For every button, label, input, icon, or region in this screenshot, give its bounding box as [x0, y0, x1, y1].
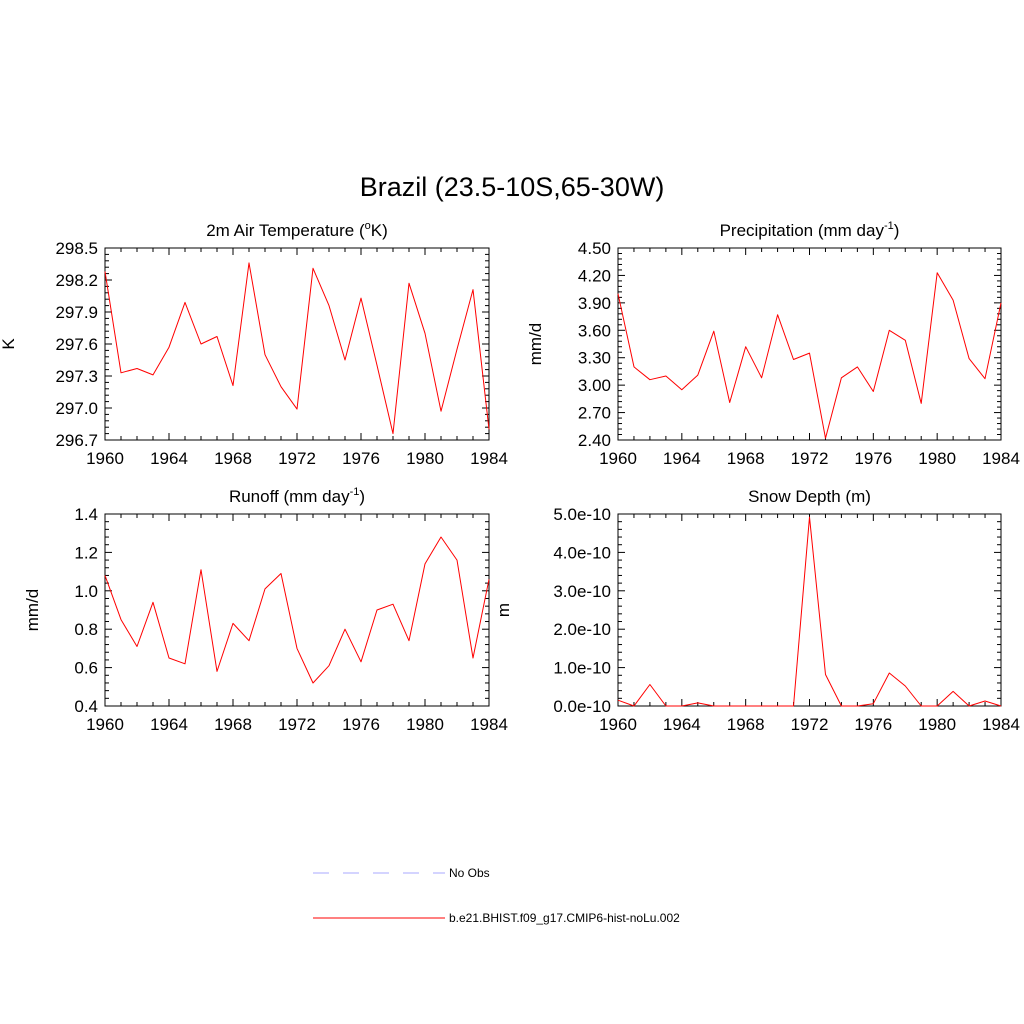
panel-title-text: Precipitation (mm day: [720, 221, 885, 240]
y-tick-label: 3.0e-10: [553, 582, 611, 601]
panel-4: 1960 1964 1968 1972 1976 1980 1984 0.0e-10 1.0e-…: [494, 487, 1020, 734]
panel-title-suffix: ): [359, 487, 365, 506]
x-tick-label: 1976: [342, 715, 380, 734]
y-tick-label: 1.4: [74, 505, 98, 524]
series-line: [104, 262, 490, 435]
series-line: [617, 272, 1002, 439]
x-tick-label: 1964: [663, 715, 701, 734]
x-tick-label: 1980: [406, 449, 444, 468]
y-tick-label: 0.8: [74, 620, 98, 639]
panel-title-suffix: K): [371, 221, 388, 240]
x-tick-label: 1968: [727, 715, 765, 734]
y-tick-label: 298.5: [55, 239, 98, 258]
y-axis-label: mm/d: [23, 589, 42, 632]
y-tick-label: 3.00: [578, 376, 611, 395]
y-axis-label: mm/d: [526, 323, 545, 366]
x-tick-label: 1960: [86, 449, 124, 468]
x-tick-label: 1980: [918, 715, 956, 734]
y-tick-label: 297.3: [55, 367, 98, 386]
y-tick-label: 1.0: [74, 582, 98, 601]
plot-frame: [104, 513, 490, 707]
panel-title-suffix: ): [894, 221, 900, 240]
x-tick-label: 1984: [470, 449, 508, 468]
panel-title-superscript: -1: [350, 486, 360, 498]
legend-label: b.e21.BHIST.f09_g17.CMIP6-hist-noLu.002: [449, 911, 680, 925]
y-tick-label: 296.7: [55, 431, 98, 450]
y-tick-label: 5.0e-10: [553, 505, 611, 524]
x-tick-label: 1964: [150, 715, 188, 734]
panel-title: Precipitation (mm day-1): [720, 220, 900, 240]
series-line: [617, 516, 1002, 707]
x-tick-label: 1972: [791, 449, 829, 468]
y-tick-label: 298.2: [55, 271, 98, 290]
x-tick-label: 1968: [214, 715, 252, 734]
y-tick-label: 1.2: [74, 543, 98, 562]
series-line: [104, 536, 490, 684]
y-tick-label: 297.6: [55, 335, 98, 354]
main-title: Brazil (23.5-10S,65-30W): [360, 172, 665, 202]
x-tick-label: 1980: [406, 715, 444, 734]
plot-frame: [617, 513, 1002, 707]
panel-1: 1960 1964 1968 1972 1976 1980 1984 296.7 297.0 29…: [0, 220, 508, 468]
panel-title-superscript: o: [365, 220, 371, 232]
x-tick-label: 1968: [214, 449, 252, 468]
y-tick-label: 0.6: [74, 659, 98, 678]
y-tick-label: 0.4: [74, 697, 98, 716]
y-tick-label: 2.0e-10: [553, 620, 611, 639]
x-tick-label: 1976: [854, 715, 892, 734]
legend: No Obs b.e21.BHIST.f09_g17.CMIP6-hist-noL…: [313, 866, 680, 925]
y-axis-label: K: [0, 338, 18, 350]
panels: 1960 1964 1968 1972 1976 1980 1984 296.7 297.0 29…: [0, 220, 1020, 734]
x-tick-label: 1980: [918, 449, 956, 468]
x-tick-label: 1972: [791, 715, 829, 734]
x-tick-label: 1972: [278, 715, 316, 734]
panel-3: 1960 1964 1968 1972 1976 1980 1984 0.4 0.6 0.8 1.0…: [23, 486, 508, 734]
y-tick-label: 3.90: [578, 294, 611, 313]
panel-2: 1960 1964 1968 1972 1976 1980 1984 2.40 2.70 3.00…: [526, 220, 1020, 468]
x-tick-label: 1984: [470, 715, 508, 734]
panel-title: Snow Depth (m): [748, 487, 871, 506]
x-tick-label: 1968: [727, 449, 765, 468]
y-tick-label: 3.60: [578, 321, 611, 340]
y-tick-label: 0.0e-10: [553, 697, 611, 716]
plot-frame: [617, 247, 1002, 441]
x-tick-label: 1964: [663, 449, 701, 468]
x-tick-label: 1972: [278, 449, 316, 468]
x-tick-label: 1976: [854, 449, 892, 468]
y-tick-label: 1.0e-10: [553, 659, 611, 678]
panel-title: 2m Air Temperature (oK): [206, 220, 388, 240]
x-tick-label: 1984: [982, 449, 1020, 468]
x-tick-label: 1976: [342, 449, 380, 468]
y-tick-label: 3.30: [578, 349, 611, 368]
y-tick-label: 2.40: [578, 431, 611, 450]
y-tick-label: 4.20: [578, 266, 611, 285]
x-tick-label: 1984: [982, 715, 1020, 734]
y-tick-label: 4.0e-10: [553, 543, 611, 562]
plot-frame: [104, 247, 490, 441]
panel-title-text: Snow Depth (m): [748, 487, 871, 506]
x-tick-label: 1960: [599, 715, 637, 734]
x-tick-label: 1960: [599, 449, 637, 468]
x-tick-label: 1964: [150, 449, 188, 468]
panel-title-text: 2m Air Temperature (: [206, 221, 365, 240]
legend-label: No Obs: [449, 866, 490, 880]
y-tick-label: 2.70: [578, 404, 611, 423]
x-tick-label: 1960: [86, 715, 124, 734]
panel-title-text: Runoff (mm day: [229, 487, 350, 506]
panel-title-superscript: -1: [884, 220, 894, 232]
panel-title: Runoff (mm day-1): [229, 486, 365, 506]
y-tick-label: 4.50: [578, 239, 611, 258]
y-tick-label: 297.9: [55, 303, 98, 322]
y-axis-label: m: [494, 603, 513, 617]
y-tick-label: 297.0: [55, 399, 98, 418]
